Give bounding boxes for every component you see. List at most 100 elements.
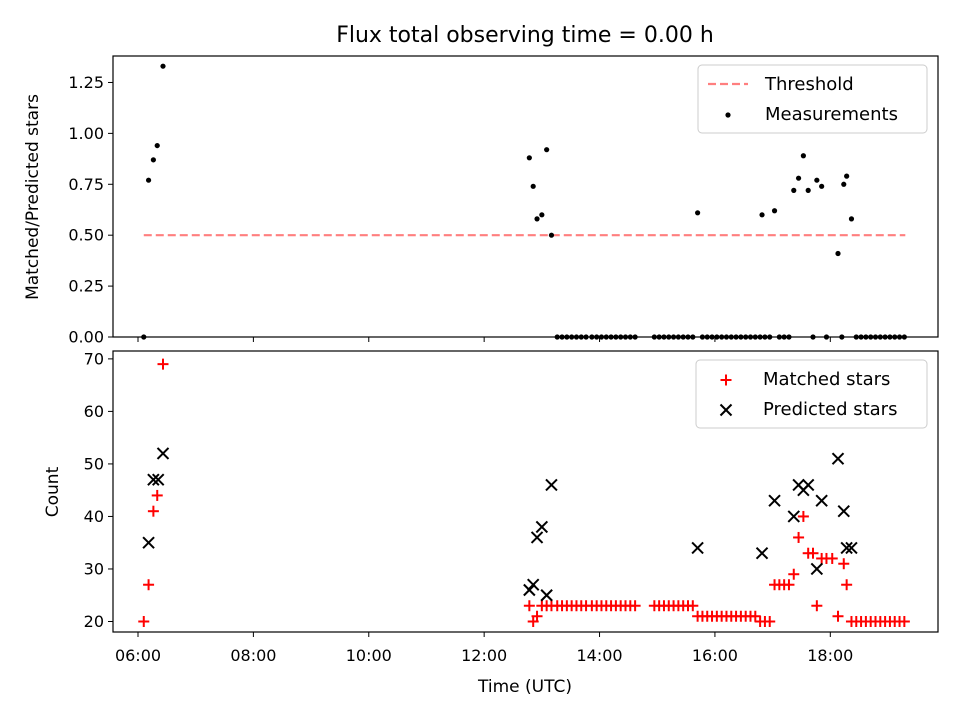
matched-star-point — [687, 600, 699, 612]
ratio-x-ticks — [137, 337, 831, 342]
matched-star-point — [151, 489, 163, 501]
count-y-tick-label: 70 — [84, 349, 104, 368]
predicted-star-point — [540, 589, 553, 602]
matched-star-point — [788, 568, 800, 580]
measurement-point — [544, 147, 550, 153]
measurement-point — [791, 187, 797, 193]
count-y-axis: 20 30 40 50 60 70 — [84, 349, 113, 631]
ratio-plot-area — [141, 63, 907, 340]
matched-star-point — [157, 358, 169, 370]
count-y-tick-label: 20 — [84, 612, 104, 631]
matched-star-point — [749, 610, 761, 622]
matched-star-point — [783, 579, 795, 591]
measurement-point — [795, 175, 802, 181]
matched-legend-glyph — [720, 374, 732, 386]
matched-legend-label: Matched stars — [763, 369, 890, 390]
ratio-y-tick-label: 0.00 — [68, 328, 104, 347]
time-x-axis: 06:00 08:00 10:00 12:00 14:00 16:00 18:00 — [115, 632, 853, 665]
x-tick-label: 10:00 — [346, 646, 392, 665]
matched-star-point — [764, 615, 776, 627]
matched-star-point — [797, 510, 809, 522]
measurements-legend-label: Measurements — [765, 104, 898, 125]
matched-star-point — [523, 600, 535, 612]
ratio-y-tick-label: 0.25 — [68, 277, 104, 296]
predicted-star-point — [526, 578, 540, 591]
threshold-legend-label: Threshold — [764, 74, 854, 95]
count-legend: Matched stars Predicted stars — [695, 359, 928, 429]
measurement-point — [805, 187, 811, 193]
predicted-star-point — [768, 494, 781, 507]
count-panel: 20 30 40 50 60 70 06:00 08:00 10:00 12:00 14:00 16… — [43, 349, 939, 697]
matched-star-point — [629, 600, 641, 612]
measurement-point — [145, 177, 152, 183]
predicted-star-point — [837, 504, 850, 518]
predicted-star-point — [840, 541, 853, 555]
ratio-y-tick-label: 1.00 — [68, 124, 104, 143]
matched-star-point — [138, 615, 150, 627]
predicted-legend-glyph — [719, 403, 733, 417]
matched-star-point — [807, 547, 819, 559]
x-axis-label: Time (UTC) — [477, 677, 572, 697]
measurement-point — [160, 63, 166, 69]
count-plot-area — [138, 358, 910, 627]
ratio-y-tick-label: 0.75 — [68, 175, 104, 194]
measurement-point — [814, 177, 820, 183]
matched-star-point — [531, 610, 543, 622]
matched-star-point — [898, 615, 910, 627]
measurement-point — [848, 216, 855, 222]
ratio-axes-frame — [112, 55, 939, 338]
ratio-y-tick-label: 1.25 — [68, 73, 104, 92]
predicted-star-point — [831, 452, 845, 465]
matched-star-point — [826, 552, 838, 564]
predicted-star-point — [545, 478, 558, 492]
measurement-point — [534, 216, 540, 222]
x-tick-label: 14:00 — [576, 646, 622, 665]
ratio-legend-box — [697, 64, 928, 134]
measurement-point — [800, 153, 806, 159]
x-tick-label: 06:00 — [115, 646, 161, 665]
measurement-point — [841, 181, 847, 187]
measurement-point — [548, 232, 555, 238]
measurements-legend-marker — [725, 112, 731, 118]
ratio-y-axis-label: Matched/Predicted stars — [23, 94, 43, 300]
measurement-point — [526, 155, 532, 161]
measurement-point — [835, 250, 841, 257]
ratio-y-tick-label: 0.50 — [68, 226, 104, 245]
count-y-tick-label: 50 — [84, 454, 104, 473]
x-tick-label: 18:00 — [807, 646, 853, 665]
predicted-star-point — [535, 520, 549, 534]
measurement-point — [539, 212, 545, 218]
predicted-star-point — [151, 473, 165, 486]
predicted-star-point — [810, 562, 824, 576]
count-y-tick-label: 60 — [84, 402, 104, 421]
predicted-legend-marker — [719, 403, 733, 417]
matched-star-point — [143, 579, 155, 591]
measurement-point — [695, 210, 701, 216]
measurement-point — [844, 173, 850, 179]
x-tick-label: 08:00 — [230, 646, 276, 665]
x-tick-label: 12:00 — [461, 646, 507, 665]
predicted-star-point — [147, 473, 160, 486]
matched-star-point — [838, 558, 850, 570]
matched-star-point — [841, 579, 853, 591]
count-axes-frame — [112, 350, 939, 633]
predicted-legend-label: Predicted stars — [763, 399, 897, 420]
predicted-star-point — [142, 536, 155, 549]
predicted-star-point — [801, 478, 815, 492]
ratio-panel: 0.00 0.25 0.50 0.75 1.00 1.25 Matched/Predict… — [23, 55, 939, 347]
x-tick-label: 16:00 — [692, 646, 738, 665]
measurement-point — [154, 142, 160, 149]
count-legend-box — [695, 359, 928, 429]
predicted-star-point — [755, 547, 769, 560]
measurement-point — [150, 157, 156, 163]
predicted-star-point — [815, 494, 828, 507]
count-y-tick-label: 30 — [84, 559, 104, 578]
measurement-point — [771, 208, 778, 214]
matched-legend-marker — [720, 374, 732, 386]
count-y-tick-label: 40 — [84, 507, 104, 526]
chart-title: Flux total observing time = 0.00 h — [336, 23, 714, 48]
matched-star-point — [147, 505, 159, 517]
measurement-point — [819, 183, 825, 189]
ratio-y-axis: 0.00 0.25 0.50 0.75 1.00 1.25 — [68, 73, 113, 347]
